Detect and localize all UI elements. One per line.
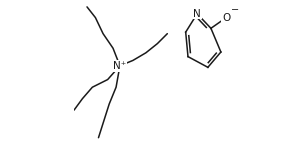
Text: O: O: [222, 13, 230, 23]
Text: N⁺: N⁺: [113, 61, 126, 71]
Text: −: −: [231, 5, 239, 15]
Text: N: N: [193, 9, 201, 19]
